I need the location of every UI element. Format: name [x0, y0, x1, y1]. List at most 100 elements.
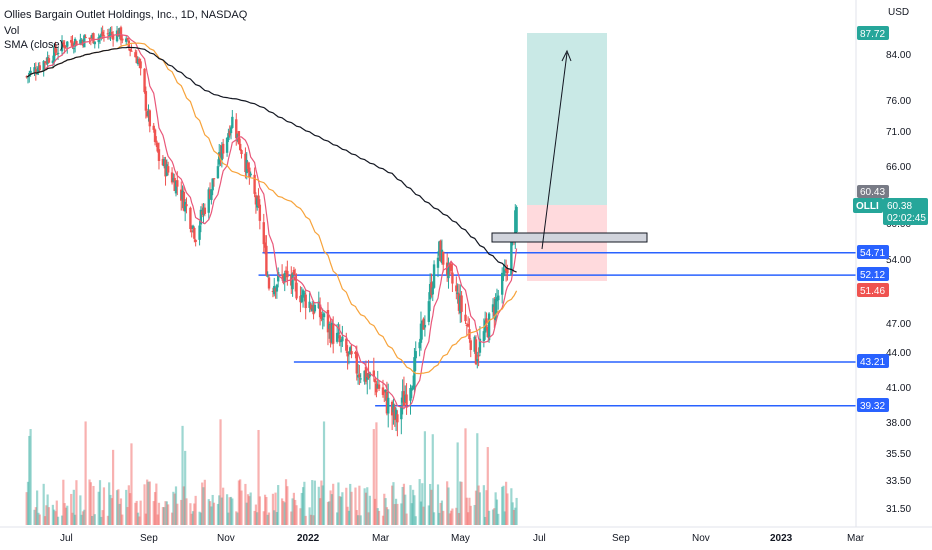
candle-body — [218, 152, 221, 165]
candle-body — [62, 42, 65, 45]
candle-body — [38, 65, 41, 71]
level1-badge — [857, 245, 889, 259]
candle-body — [440, 249, 444, 263]
candle-body — [476, 359, 479, 362]
candle-body — [139, 61, 142, 69]
volume-bar — [47, 507, 51, 525]
volume-bar — [62, 479, 65, 525]
level2-badge-text: 52.12 — [860, 270, 885, 281]
volume-bar — [337, 482, 340, 525]
candle-body — [506, 268, 509, 274]
candle-body — [400, 406, 403, 420]
volume-bar — [225, 494, 229, 525]
volume-bar — [494, 492, 497, 525]
volume-bar — [485, 490, 488, 525]
volume-bar — [89, 482, 92, 525]
candle-body — [258, 204, 262, 221]
candle-body — [173, 177, 176, 192]
candle-body — [309, 304, 313, 310]
stop-zone[interactable] — [527, 205, 607, 281]
candle-body — [63, 44, 66, 49]
candle-body — [363, 370, 366, 382]
candle-body — [341, 336, 344, 342]
volume-bar — [75, 480, 78, 525]
candle-body — [383, 390, 386, 393]
volume-bar — [72, 489, 75, 525]
volume-bar — [267, 512, 271, 525]
time-tick-may: May — [451, 533, 470, 544]
volume-bar — [148, 481, 151, 525]
candle-body — [381, 387, 385, 395]
candle-body — [283, 273, 286, 282]
projection-arrow-head — [561, 49, 572, 62]
candle-body — [504, 268, 508, 271]
candle-body — [128, 48, 132, 51]
candle-body — [118, 27, 121, 37]
time-tick-sep: Sep — [140, 533, 158, 544]
candle-body — [147, 110, 150, 116]
candle-body — [438, 241, 441, 256]
volume-bar — [134, 502, 137, 525]
candle-body — [284, 270, 288, 273]
moving-averages — [26, 33, 518, 410]
volume-bar — [244, 483, 247, 525]
volume-bar — [54, 511, 57, 525]
candle-body — [366, 377, 369, 380]
volume-bar — [37, 512, 40, 525]
candle-body — [256, 198, 259, 208]
volume-bar — [308, 507, 311, 525]
volume-bar — [295, 505, 298, 525]
candle-body — [193, 227, 196, 239]
volume-bar — [210, 506, 213, 525]
candle-body — [29, 70, 32, 75]
candle-body — [72, 48, 76, 50]
volume-bar — [501, 486, 504, 525]
volume-bar — [143, 484, 146, 525]
candle-body — [451, 272, 454, 284]
sma-legend[interactable]: SMA (close) — [4, 39, 64, 51]
candle-body — [92, 33, 95, 44]
candle-body — [107, 35, 111, 37]
candle-body — [115, 30, 119, 42]
volume-bar — [376, 508, 379, 525]
volume-bar — [512, 509, 516, 525]
volume-bar — [431, 434, 434, 525]
volume-bar — [432, 512, 436, 525]
candle-body — [411, 385, 415, 390]
projection-arrow[interactable] — [541, 52, 568, 250]
volume-bar — [130, 443, 133, 525]
candle-body — [190, 230, 193, 232]
volume-bar — [222, 487, 225, 525]
volume-bar — [359, 515, 362, 525]
candle-body — [84, 37, 87, 39]
candle-body — [409, 387, 412, 401]
entry-box[interactable] — [491, 232, 648, 243]
candle-body — [320, 313, 323, 319]
target-zone[interactable] — [527, 33, 607, 205]
candle-body — [267, 277, 271, 289]
volume-bar — [329, 490, 332, 525]
candle-body — [345, 338, 348, 351]
volume-bar — [311, 480, 314, 525]
candle-body — [231, 116, 234, 128]
volume-bar — [456, 442, 459, 525]
volume-bar — [427, 505, 430, 525]
time-tick-mar: Mar — [372, 533, 390, 544]
volume-legend[interactable]: Vol — [4, 25, 20, 37]
volume-bar — [139, 500, 142, 525]
volume-bar — [117, 489, 120, 525]
candle-body — [211, 178, 214, 191]
candle-body — [221, 143, 225, 154]
candle-body — [326, 310, 330, 333]
volume-bar — [283, 502, 286, 525]
volume-bar — [138, 516, 141, 525]
volume-bar — [246, 494, 250, 525]
volume-bar — [355, 510, 358, 525]
volume-bar — [126, 507, 129, 525]
sma-slow-line — [26, 46, 517, 273]
horizontal-levels[interactable] — [258, 251, 856, 407]
candle-body — [228, 130, 231, 136]
candle-body — [138, 59, 141, 64]
candle-body — [495, 297, 499, 302]
